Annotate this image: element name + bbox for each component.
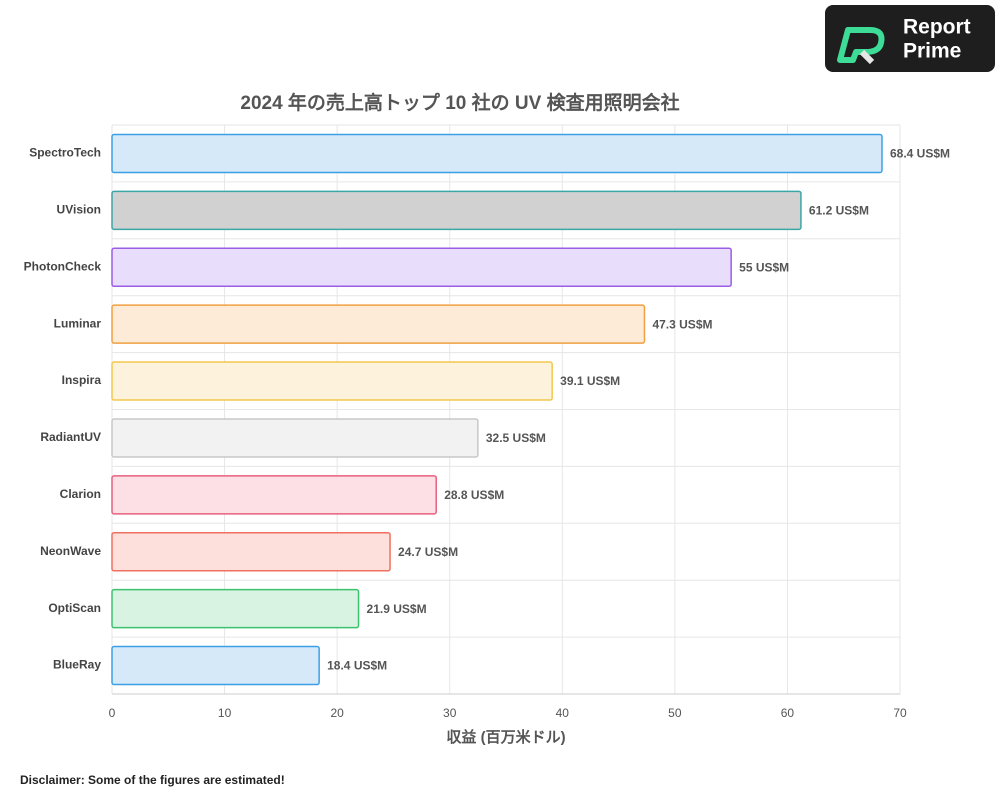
logo-text: Prime: [903, 40, 961, 63]
bar: [111, 304, 646, 344]
chart-title: 2024 年の売上高トップ 10 社の UV 検査用照明会社: [240, 91, 679, 114]
x-tick-label: 10: [218, 706, 232, 720]
logo-icon: [837, 27, 885, 63]
y-tick-label: PhotonCheck: [24, 259, 102, 273]
bar: [111, 475, 437, 515]
logo-icon: [859, 49, 875, 65]
y-tick-label: Luminar: [54, 316, 102, 330]
value-label: 18.4 US$M: [327, 659, 387, 673]
bar: [111, 588, 360, 629]
bar: [111, 645, 320, 686]
x-tick-label: 60: [781, 706, 795, 720]
bar: [111, 418, 479, 458]
y-tick-label: NeonWave: [40, 544, 101, 558]
x-tick-label: 0: [109, 706, 116, 720]
bar: [111, 361, 553, 401]
y-tick-label: RadiantUV: [40, 430, 101, 444]
value-label: 21.9 US$M: [367, 602, 427, 616]
y-tick-label: OptiScan: [48, 601, 101, 615]
logo: Report Prime: [825, 5, 995, 72]
bar: [111, 190, 802, 231]
value-label: 68.4 US$M: [890, 147, 950, 161]
y-tick-label: UVision: [57, 203, 101, 217]
y-tick-label: Clarion: [60, 487, 101, 501]
value-label: 39.1 US$M: [560, 374, 620, 388]
x-axis-label: 収益 (百万米ドル): [446, 728, 565, 746]
disclaimer: Disclaimer: Some of the figures are esti…: [20, 773, 285, 787]
bar: [111, 532, 391, 572]
value-label: 32.5 US$M: [486, 431, 546, 445]
bar: [111, 133, 883, 174]
value-label: 55 US$M: [739, 260, 789, 274]
value-label: 24.7 US$M: [398, 545, 458, 559]
logo-text: Report: [903, 16, 971, 39]
value-label: 28.8 US$M: [444, 488, 504, 502]
y-tick-label: Inspira: [62, 373, 102, 387]
value-label: 47.3 US$M: [652, 317, 712, 331]
value-label: 61.2 US$M: [809, 204, 869, 218]
y-tick-label: SpectroTech: [29, 146, 101, 160]
bar: [111, 247, 732, 287]
x-tick-label: 30: [443, 706, 457, 720]
y-tick-label: BlueRay: [53, 658, 101, 672]
x-tick-label: 50: [668, 706, 682, 720]
x-tick-label: 70: [893, 706, 907, 720]
x-tick-label: 20: [330, 706, 344, 720]
x-tick-label: 40: [556, 706, 570, 720]
